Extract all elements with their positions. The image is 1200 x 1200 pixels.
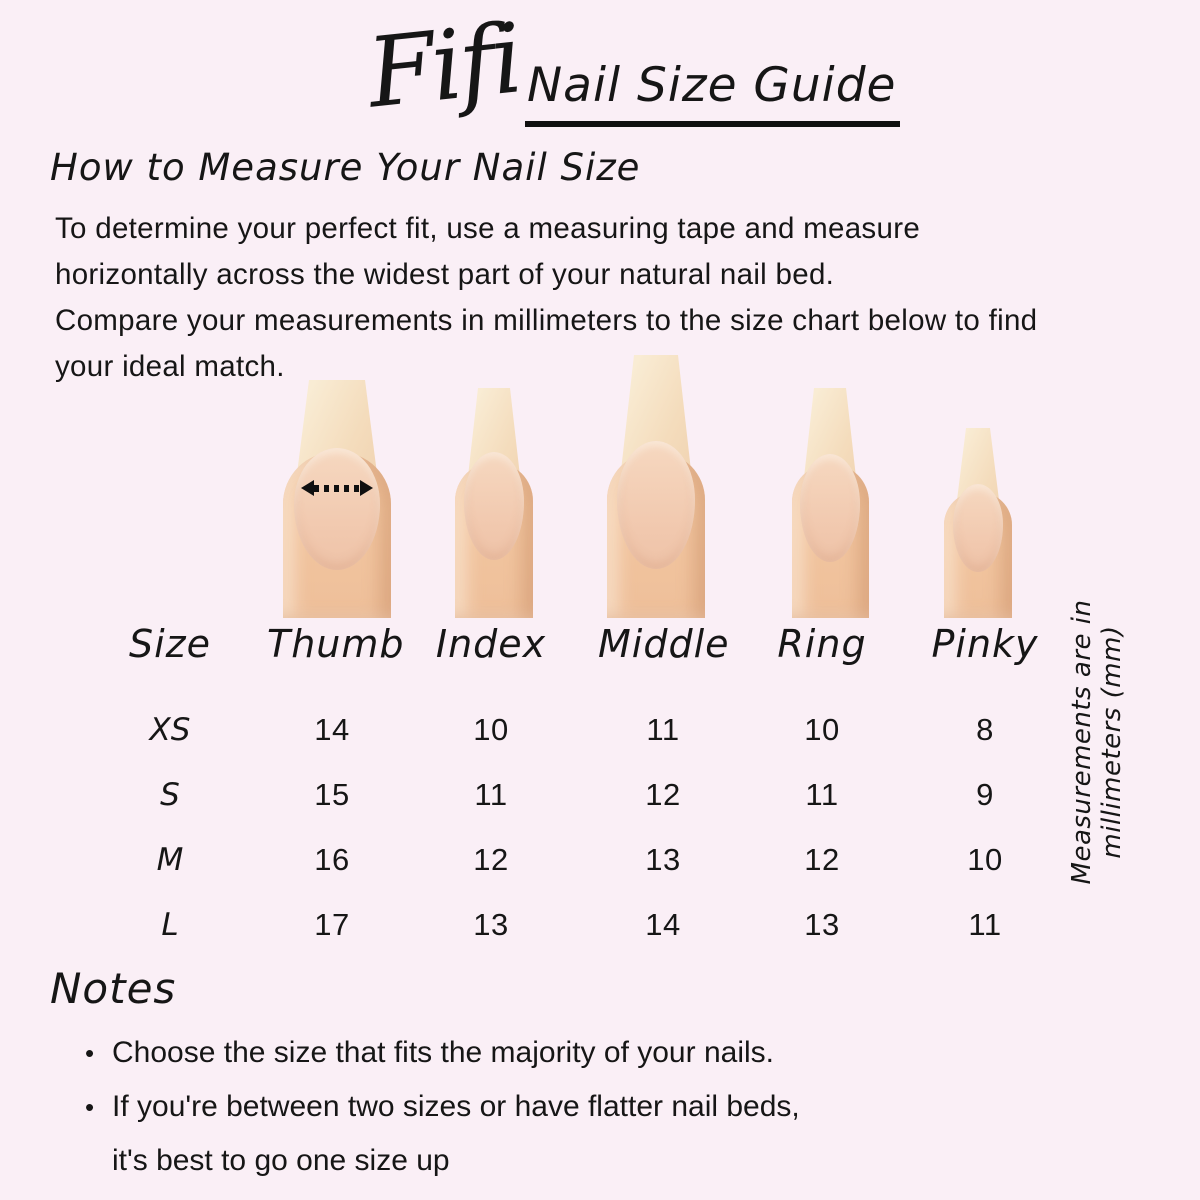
- size-chart-cell: 14: [645, 907, 681, 942]
- note-text: Choose the size that fits the majority o…: [112, 1036, 774, 1069]
- pinky-nail-bed: [953, 484, 1003, 572]
- size-row-label: S: [160, 777, 180, 813]
- size-chart-cell: 13: [645, 842, 681, 877]
- size-chart-cell: 10: [804, 712, 840, 747]
- size-chart-cell: 17: [314, 907, 350, 942]
- intro-line: To determine your perfect fit, use a mea…: [55, 212, 921, 245]
- size-chart-cell: 13: [804, 907, 840, 942]
- size-chart-cell: 10: [967, 842, 1003, 877]
- size-chart-header-middle: Middle: [598, 622, 730, 666]
- size-row-label: XS: [149, 712, 191, 748]
- size-chart-cell: 11: [805, 777, 839, 812]
- page-title: Nail Size Guide: [525, 58, 901, 127]
- intro-line: Compare your measurements in millimeters…: [55, 304, 1038, 337]
- size-chart-header-index: Index: [435, 622, 547, 666]
- arrow-left-head-icon: [301, 480, 314, 496]
- size-chart-cell: 11: [646, 712, 680, 747]
- intro-line: your ideal match.: [55, 350, 285, 383]
- measure-width-arrow-icon: [301, 480, 373, 496]
- size-chart-cell: 11: [968, 907, 1002, 942]
- size-row-label: M: [156, 842, 184, 878]
- size-chart-header-pinky: Pinky: [931, 622, 1039, 666]
- size-chart-cell: 12: [473, 842, 509, 877]
- size-chart-header-thumb: Thumb: [267, 622, 405, 666]
- index-finger-illustration: [455, 388, 533, 618]
- note-item: • If you're between two sizes or have fl…: [85, 1090, 800, 1124]
- brand-logo: Fifi: [362, 2, 525, 130]
- thumb-nail-bed: [294, 448, 380, 570]
- ring-finger-illustration: [792, 388, 869, 618]
- size-chart-header-size: Size: [128, 622, 211, 666]
- size-chart-cell: 10: [473, 712, 509, 747]
- size-chart-cell: 12: [804, 842, 840, 877]
- note-text: it's best to go one size up: [112, 1144, 450, 1177]
- intro-line: horizontally across the widest part of y…: [55, 258, 835, 291]
- unit-note: Measurements are in millimeters (mm): [1067, 599, 1127, 885]
- middle-finger-illustration: [607, 355, 705, 618]
- size-chart-header-ring: Ring: [777, 622, 867, 666]
- size-chart-cell: 9: [976, 777, 994, 812]
- thumb-illustration: [283, 380, 391, 618]
- size-chart-cell: 14: [314, 712, 350, 747]
- middle-nail-bed: [617, 441, 695, 569]
- size-chart-cell: 13: [473, 907, 509, 942]
- size-chart-cell: 8: [976, 712, 994, 747]
- arrow-right-head-icon: [360, 480, 373, 496]
- size-chart-cell: 12: [645, 777, 681, 812]
- size-chart-cell: 15: [314, 777, 350, 812]
- ring-nail-bed: [800, 454, 860, 562]
- size-chart-cell: 16: [314, 842, 350, 877]
- note-item-continuation: it's best to go one size up: [85, 1144, 450, 1178]
- pinky-illustration: [944, 428, 1012, 618]
- how-to-heading: How to Measure Your Nail Size: [50, 146, 641, 189]
- arrow-dotted-line: [314, 484, 360, 492]
- bullet-icon: •: [85, 1038, 95, 1068]
- index-nail-bed: [464, 452, 524, 560]
- size-row-label: L: [161, 907, 179, 943]
- bullet-icon: •: [85, 1092, 95, 1122]
- note-text: If you're between two sizes or have flat…: [112, 1090, 800, 1123]
- size-chart-cell: 11: [474, 777, 508, 812]
- intro-text: To determine your perfect fit, use a mea…: [55, 206, 1037, 390]
- notes-heading: Notes: [50, 964, 177, 1013]
- note-item: • Choose the size that fits the majority…: [85, 1036, 774, 1070]
